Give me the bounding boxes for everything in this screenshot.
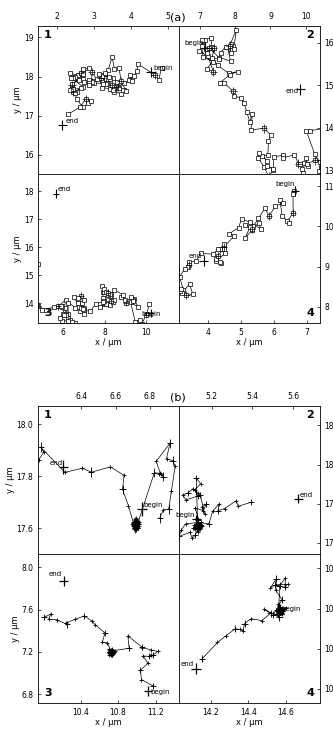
Text: 4: 4: [306, 688, 314, 698]
Text: 1: 1: [44, 411, 52, 420]
Y-axis label: y / μm: y / μm: [11, 615, 20, 642]
Y-axis label: y / μm: y / μm: [6, 467, 15, 493]
Text: begin: begin: [150, 690, 169, 696]
X-axis label: x / μm: x / μm: [95, 338, 122, 347]
Text: begin: begin: [141, 311, 161, 317]
Text: 1: 1: [44, 30, 52, 40]
X-axis label: x / μm: x / μm: [236, 338, 263, 347]
Text: end: end: [285, 88, 299, 93]
Text: 3: 3: [44, 688, 52, 698]
Text: (b): (b): [170, 392, 186, 402]
Text: 2: 2: [306, 30, 314, 40]
X-axis label: x / μm: x / μm: [236, 718, 263, 727]
Text: end: end: [58, 186, 71, 192]
Y-axis label: y / μm: y / μm: [13, 236, 22, 262]
Text: begin: begin: [153, 65, 172, 71]
Text: begin: begin: [143, 502, 163, 508]
Text: begin: begin: [176, 512, 195, 518]
Text: end: end: [189, 252, 202, 258]
Y-axis label: y / μm: y / μm: [13, 87, 22, 113]
Text: end: end: [49, 570, 62, 577]
Text: end: end: [65, 118, 79, 124]
Text: 4: 4: [306, 308, 314, 318]
Text: begin: begin: [184, 40, 203, 46]
Text: begin: begin: [281, 606, 301, 612]
Text: begin: begin: [276, 181, 295, 187]
Text: 2: 2: [306, 411, 314, 420]
Text: end: end: [49, 460, 62, 466]
Text: end: end: [299, 492, 312, 498]
Text: 3: 3: [44, 308, 52, 318]
Text: end: end: [181, 661, 194, 667]
X-axis label: x / μm: x / μm: [95, 718, 122, 727]
Text: (a): (a): [170, 12, 186, 22]
